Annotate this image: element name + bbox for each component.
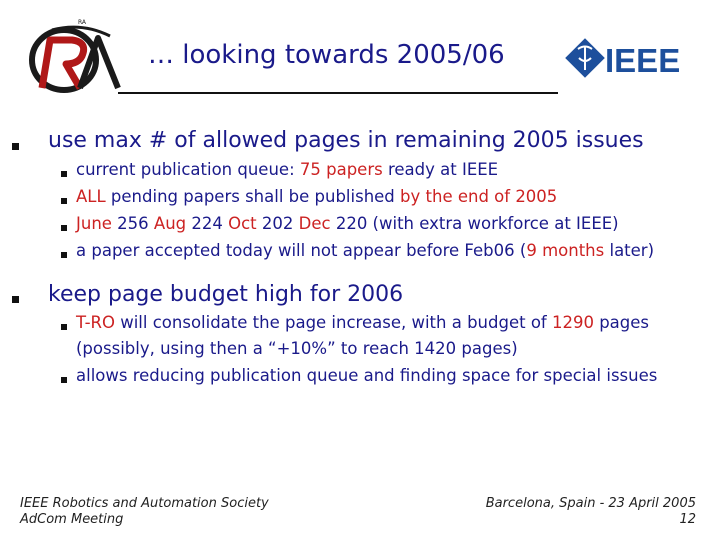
bullet-marker <box>12 143 19 150</box>
footer-location-date: Barcelona, Spain - 23 April 2005 <box>485 496 696 511</box>
sub-bullet-text-continuation: (possibly, using then a “+10%” to reach … <box>76 339 518 358</box>
sub-bullet-text: current publication queue: 75 papers rea… <box>76 160 499 179</box>
ieee-logo: IEEE <box>563 38 703 82</box>
bullet-marker <box>12 296 19 303</box>
svg-text:RA: RA <box>78 19 87 26</box>
sub-bullet-text: ALL pending papers shall be published by… <box>76 187 558 206</box>
sub-bullet-marker <box>61 225 67 231</box>
footer-society: IEEE Robotics and Automation Society <box>20 496 269 511</box>
sub-bullet-marker <box>61 377 67 383</box>
ra-society-logo: RA <box>22 18 122 98</box>
title-divider <box>118 92 558 94</box>
footer-left: IEEE Robotics and Automation Society AdC… <box>20 496 269 528</box>
sub-bullet-text: allows reducing publication queue and fi… <box>76 366 658 385</box>
svg-text:IEEE: IEEE <box>605 42 680 79</box>
bullet-text: use max # of allowed pages in remaining … <box>48 128 644 153</box>
sub-bullet-text: T-RO will consolidate the page increase,… <box>76 313 650 332</box>
sub-bullet-text: June 256 Aug 224 Oct 202 Dec 220 (with e… <box>76 214 619 233</box>
page-number: 12 <box>679 512 696 527</box>
sub-bullet-text: a paper accepted today will not appear b… <box>76 241 655 260</box>
footer-meeting: AdCom Meeting <box>20 512 124 527</box>
sub-bullet-marker <box>61 324 67 330</box>
sub-bullet-marker <box>61 171 67 177</box>
footer-right: Barcelona, Spain - 23 April 2005 12 <box>486 496 696 528</box>
sub-bullet-marker <box>61 198 67 204</box>
sub-bullet-marker <box>61 252 67 258</box>
page-title: … looking towards 2005/06 <box>148 40 505 70</box>
bullet-text: keep page budget high for 2006 <box>48 282 404 307</box>
